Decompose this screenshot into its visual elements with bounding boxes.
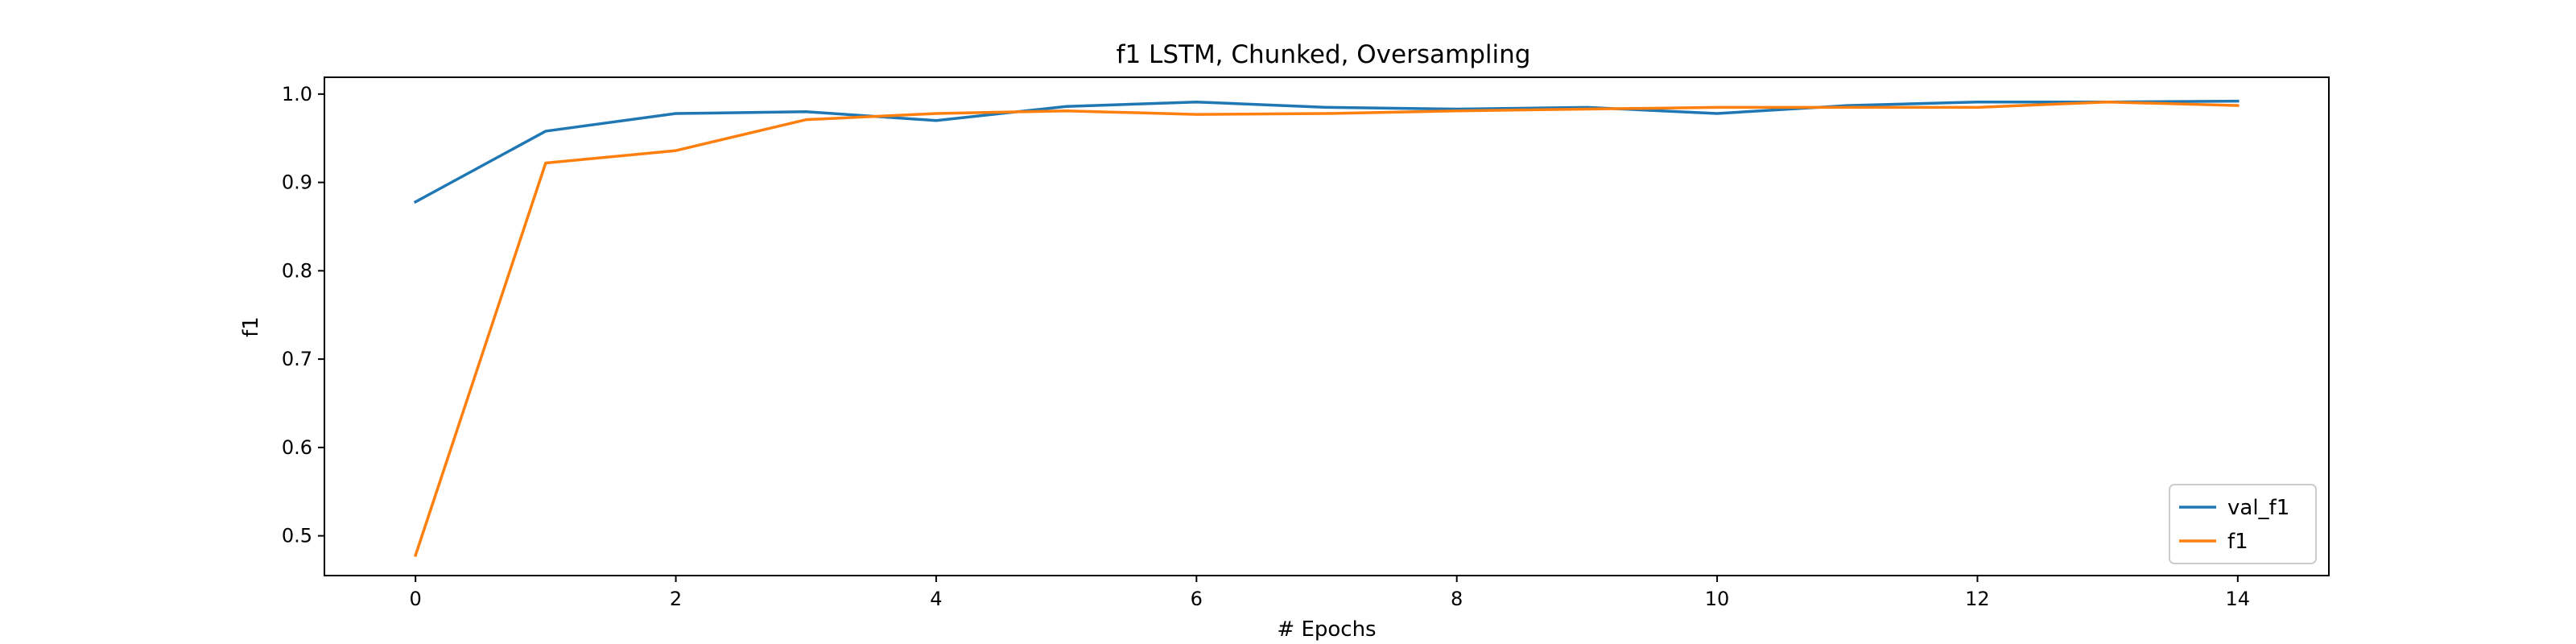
- x-tick-label: 8: [1451, 588, 1463, 610]
- y-tick-label: 0.5: [282, 525, 312, 547]
- plot-area: [413, 99, 2240, 557]
- series-line-f1: [413, 100, 2240, 557]
- x-tick-label: 14: [2226, 588, 2251, 610]
- x-tick-label: 4: [930, 588, 942, 610]
- y-tick-label: 0.9: [282, 171, 312, 194]
- chart-title: f1 LSTM, Chunked, Oversampling: [1117, 40, 1531, 69]
- x-tick-label: 2: [670, 588, 682, 610]
- y-tick-label: 1.0: [282, 83, 312, 105]
- plot-frame: [324, 76, 2330, 576]
- x-tick-label: 12: [1965, 588, 1990, 610]
- legend-box: [2169, 484, 2317, 564]
- legend-label-val-f1: val_f1: [2227, 496, 2289, 520]
- x-tick-label: 10: [1705, 588, 1730, 610]
- y-tick-label: 0.6: [282, 436, 312, 459]
- legend-label-f1: f1: [2227, 530, 2248, 554]
- series-line-val-f1: [413, 99, 2240, 204]
- y-tick-label: 0.8: [282, 259, 312, 282]
- legend: val_f1 f1: [2169, 484, 2317, 564]
- axes: 0 2 4 6 8 10 12 14 0.5 0.6 0.7 0.8 0.9 1.0: [282, 83, 2250, 610]
- x-axis-title: # Epochs: [1277, 617, 1376, 642]
- y-tick-label: 0.7: [282, 348, 312, 370]
- y-axis-title: f1: [239, 316, 263, 337]
- x-tick-label: 6: [1191, 588, 1203, 610]
- x-tick-label: 0: [410, 588, 422, 610]
